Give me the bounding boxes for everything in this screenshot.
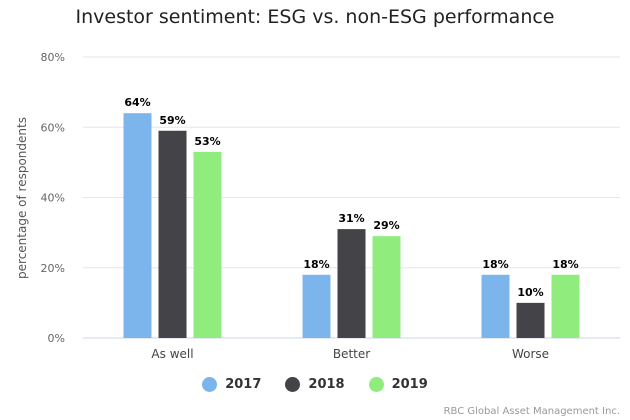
data-label: 64% [124, 96, 150, 109]
y-tick-label: 0% [48, 332, 65, 345]
chart-title: Investor sentiment: ESG vs. non-ESG perf… [75, 6, 555, 28]
y-tick-label: 60% [41, 121, 65, 134]
credit-text: RBC Global Asset Management Inc. [443, 406, 620, 417]
legend-swatch-2018 [285, 377, 301, 392]
bar-worse-2018 [516, 302, 545, 338]
y-tick-label: 80% [41, 51, 65, 64]
y-tick-label: 40% [41, 192, 65, 205]
y-axis-label: percentage of respondents [15, 117, 29, 279]
data-label: 10% [517, 286, 543, 299]
data-label: 53% [194, 135, 220, 148]
x-tick-label: As well [151, 347, 193, 361]
y-axis-tick-labels: 0% 20% 40% 60% 80% [41, 51, 65, 345]
bar-better-2017 [302, 274, 331, 338]
bar-as-well-2019 [193, 151, 222, 338]
legend-label-2017: 2017 [225, 377, 262, 392]
legend-swatch-2017 [202, 377, 218, 392]
legend-item-2018[interactable]: 2018 [285, 377, 345, 392]
x-tick-label: Better [333, 347, 370, 361]
legend-label-2018: 2018 [308, 377, 345, 392]
data-label: 18% [482, 258, 508, 271]
legend: 2017 2018 2019 [0, 377, 630, 392]
x-tick-label: Worse [512, 347, 549, 361]
data-label: 29% [373, 219, 399, 232]
bar-worse-2017 [481, 274, 510, 338]
data-label: 59% [159, 114, 185, 127]
bar-worse-2019 [551, 274, 580, 338]
bar-as-well-2018 [158, 130, 187, 338]
data-labels: 64% 59% 53% 18% 31% 29% 18% 10% 18% [124, 96, 578, 299]
data-label: 18% [552, 258, 578, 271]
legend-item-2017[interactable]: 2017 [202, 377, 261, 392]
data-label: 18% [303, 258, 329, 271]
y-tick-label: 20% [41, 262, 65, 275]
bar-as-well-2017 [123, 113, 152, 338]
bar-better-2018 [337, 229, 366, 338]
bar-better-2019 [372, 236, 401, 338]
bars [123, 113, 580, 338]
legend-item-2019[interactable]: 2019 [368, 377, 428, 392]
data-label: 31% [338, 212, 364, 225]
x-axis-tick-labels: As well Better Worse [151, 347, 549, 361]
legend-label-2019: 2019 [391, 377, 428, 392]
legend-swatch-2019 [368, 377, 384, 392]
